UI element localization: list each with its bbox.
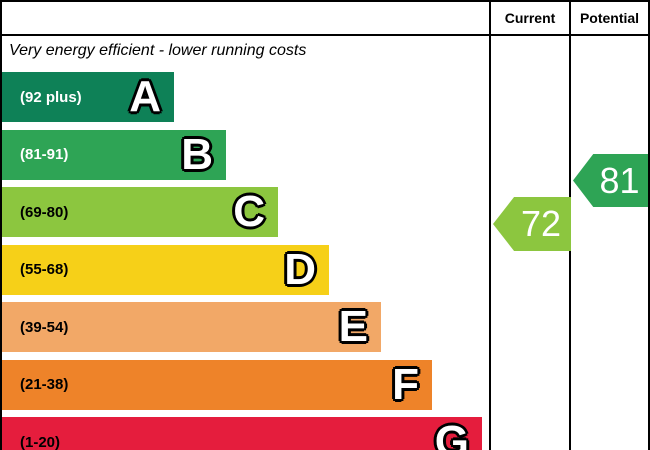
band-letter-a: A [129, 72, 161, 121]
band-row-b: (81-91) B [2, 129, 226, 180]
band-range-label-d: (55-68) [20, 261, 69, 278]
current-rating-value: 72 [520, 203, 562, 244]
header-divider-line [2, 34, 648, 36]
potential-rating-value: 81 [599, 159, 640, 201]
band-letter-c: C [233, 187, 265, 236]
current-column-divider [489, 2, 491, 450]
band-letter-b: B [181, 129, 213, 179]
band-range-label-b: (81-91) [20, 146, 69, 163]
band-row-f: (21-38) F [2, 359, 432, 410]
band-letter-d: D [284, 244, 316, 294]
band-letter-e: E [338, 302, 368, 351]
top-caption: Very energy efficient - lower running co… [9, 42, 307, 59]
current-rating-arrow: 72 [493, 197, 571, 251]
band-letter-g: G [434, 417, 469, 450]
potential-column-header: Potential [579, 10, 640, 26]
band-range-label-f: (21-38) [20, 376, 69, 393]
potential-rating-arrow: 81 [573, 154, 648, 207]
current-column-header: Current [504, 10, 556, 26]
band-row-a: (92 plus) A [2, 72, 174, 122]
band-row-c: (69-80) C [2, 187, 278, 237]
band-range-label-g: (1-20) [20, 433, 61, 450]
band-row-g: (1-20) G [2, 417, 482, 450]
band-row-d: (55-68) D [2, 244, 329, 295]
band-range-label-c: (69-80) [20, 203, 69, 221]
band-letter-f: F [392, 359, 419, 409]
band-range-label-e: (39-54) [20, 318, 69, 336]
band-row-e: (39-54) E [2, 302, 381, 352]
band-range-label-a: (92 plus) [20, 88, 82, 106]
